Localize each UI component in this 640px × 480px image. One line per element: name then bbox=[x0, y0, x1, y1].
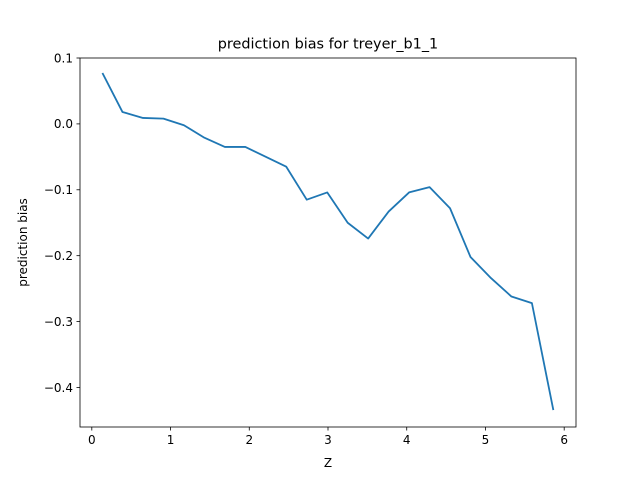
x-axis: 0 1 2 3 4 5 6 bbox=[88, 427, 568, 447]
x-tick-label: 3 bbox=[324, 433, 332, 447]
y-tick-label: −0.2 bbox=[44, 249, 73, 263]
series-line bbox=[101, 72, 555, 411]
y-axis-label: prediction bias bbox=[16, 198, 30, 287]
x-tick-label: 6 bbox=[560, 433, 568, 447]
x-axis-label: Z bbox=[324, 456, 332, 470]
y-tick-label: −0.1 bbox=[44, 183, 73, 197]
x-tick-label: 0 bbox=[88, 433, 96, 447]
plot-frame bbox=[79, 57, 577, 428]
y-tick-label: −0.4 bbox=[44, 381, 73, 395]
y-axis: 0.1 0.0 −0.1 −0.2 −0.3 −0.4 bbox=[44, 51, 80, 395]
x-tick-label: 5 bbox=[482, 433, 490, 447]
x-tick-label: 4 bbox=[403, 433, 411, 447]
x-tick-label: 2 bbox=[245, 433, 253, 447]
y-tick-label: 0.1 bbox=[54, 51, 73, 65]
y-tick-label: 0.0 bbox=[54, 117, 73, 131]
chart-title: prediction bias for treyer_b1_1 bbox=[218, 37, 438, 53]
x-tick-label: 1 bbox=[167, 433, 175, 447]
y-tick-label: −0.3 bbox=[44, 315, 73, 329]
